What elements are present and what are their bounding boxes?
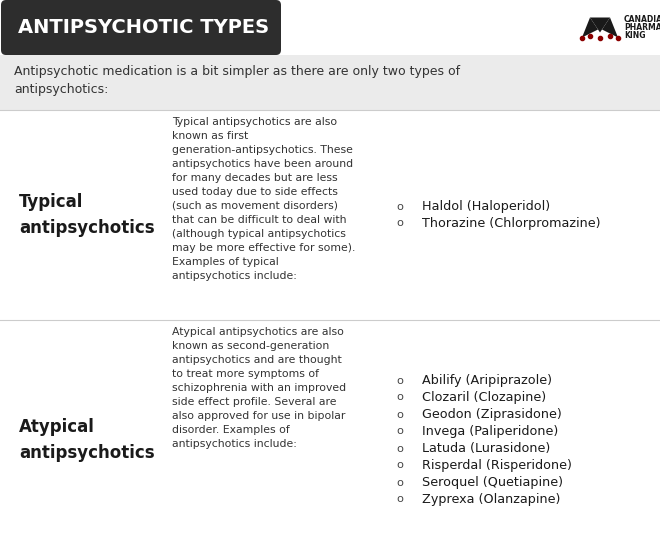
Text: Clozaril (Clozapine): Clozaril (Clozapine): [422, 391, 546, 404]
Text: ANTIPSYCHOTIC TYPES: ANTIPSYCHOTIC TYPES: [18, 18, 269, 37]
Text: Abilify (Aripiprazole): Abilify (Aripiprazole): [422, 374, 552, 387]
Text: Atypical antipsychotics are also
known as second-generation
antipsychotics and a: Atypical antipsychotics are also known a…: [172, 327, 346, 449]
Text: PHARMACY: PHARMACY: [624, 23, 660, 32]
Text: Thorazine (Chlorpromazine): Thorazine (Chlorpromazine): [422, 217, 601, 230]
Text: o: o: [397, 444, 403, 453]
Text: Latuda (Lurasidone): Latuda (Lurasidone): [422, 442, 550, 455]
Text: o: o: [397, 460, 403, 470]
Polygon shape: [582, 17, 598, 37]
Text: Invega (Paliperidone): Invega (Paliperidone): [422, 425, 558, 438]
FancyBboxPatch shape: [1, 0, 281, 55]
Text: o: o: [397, 495, 403, 504]
Text: Typical
antipsychotics: Typical antipsychotics: [19, 193, 154, 237]
Text: o: o: [397, 201, 403, 212]
Text: o: o: [397, 393, 403, 402]
Text: o: o: [397, 376, 403, 386]
Text: Haldol (Haloperidol): Haldol (Haloperidol): [422, 200, 550, 213]
Polygon shape: [602, 17, 618, 37]
Bar: [0, 55, 660, 110]
Text: Geodon (Ziprasidone): Geodon (Ziprasidone): [422, 408, 562, 421]
Text: Zyprexa (Olanzapine): Zyprexa (Olanzapine): [422, 493, 560, 506]
Text: o: o: [397, 409, 403, 420]
Text: o: o: [397, 218, 403, 229]
Text: Atypical
antipsychotics: Atypical antipsychotics: [19, 418, 154, 462]
Text: Typical antipsychotics are also
known as first
generation-antipsychotics. These
: Typical antipsychotics are also known as…: [172, 117, 355, 281]
Bar: [0, 0, 660, 55]
Text: KING: KING: [624, 31, 645, 40]
Text: Seroquel (Quetiapine): Seroquel (Quetiapine): [422, 476, 563, 489]
Text: o: o: [397, 426, 403, 437]
Text: CANADIAN: CANADIAN: [624, 15, 660, 24]
Text: Antipsychotic medication is a bit simpler as there are only two types of
antipsy: Antipsychotic medication is a bit simple…: [14, 65, 460, 96]
Polygon shape: [590, 17, 610, 33]
Text: Risperdal (Risperidone): Risperdal (Risperidone): [422, 459, 572, 472]
Text: o: o: [397, 477, 403, 488]
